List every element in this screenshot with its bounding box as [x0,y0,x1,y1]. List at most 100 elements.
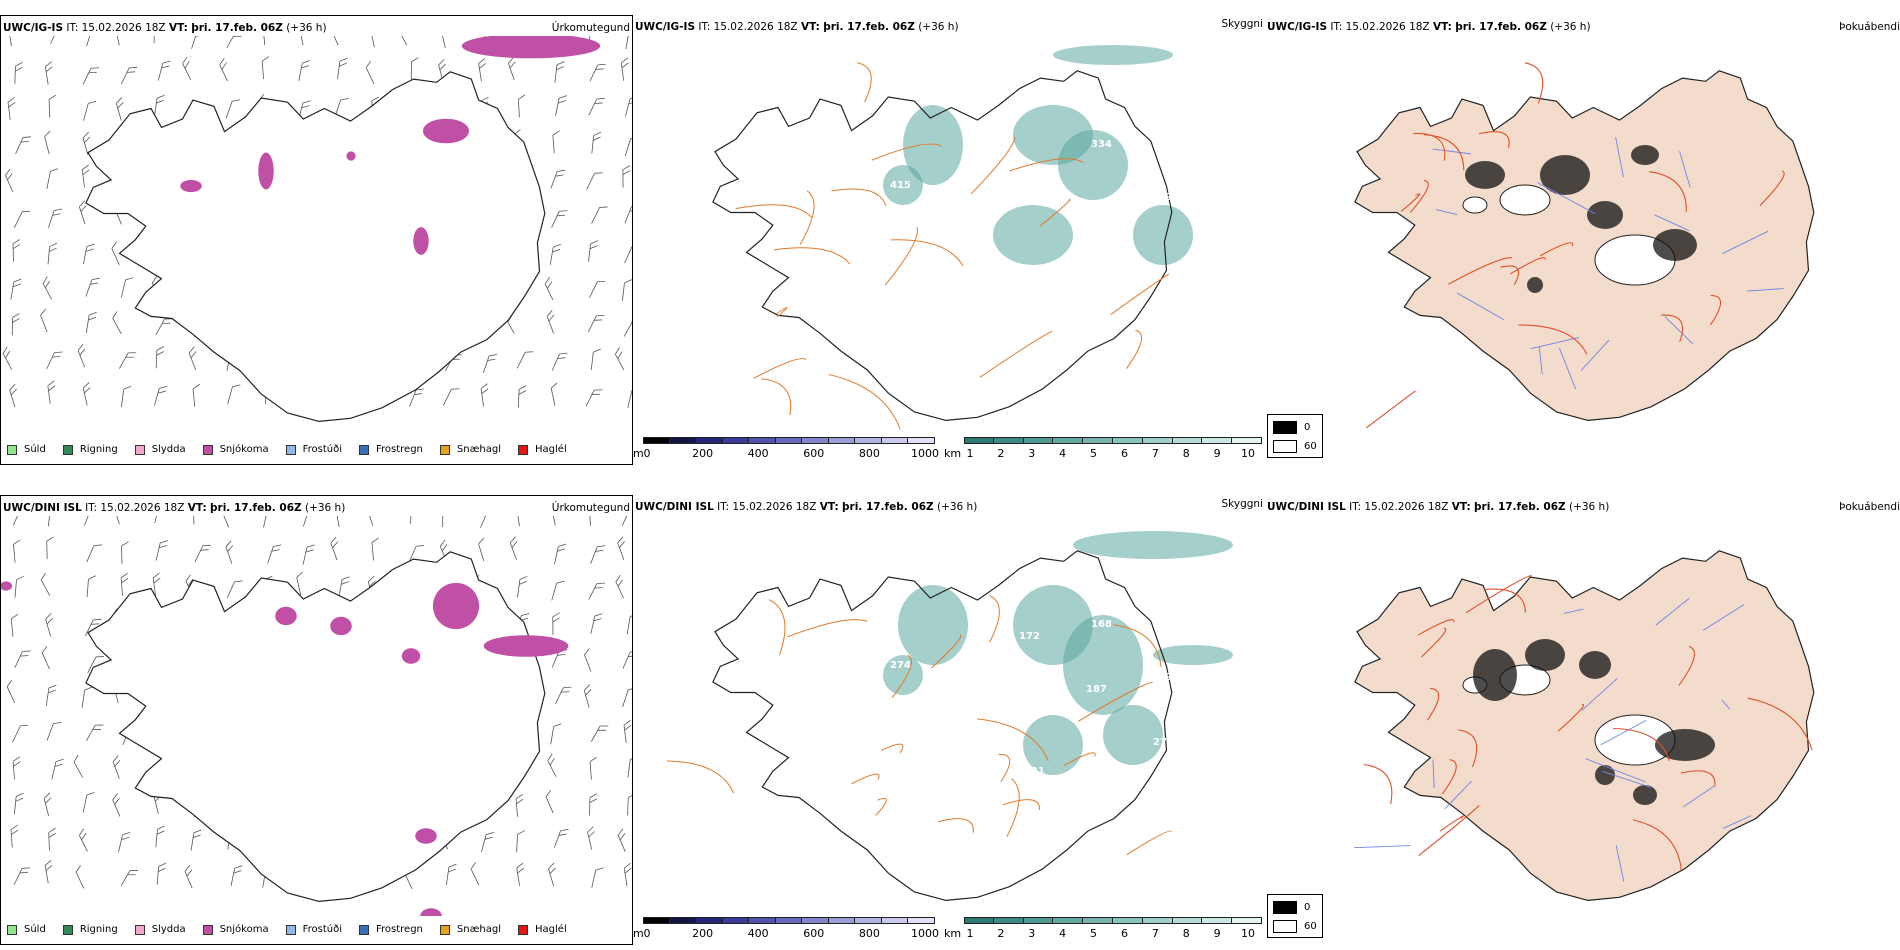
river [1721,699,1731,710]
colorbar-segment [1202,437,1233,444]
fog-area [1587,201,1623,229]
wind-barb [13,539,21,563]
fog-panel-row1: UWC/IG-IS IT: 15.02.2026 18Z VT: þri. 17… [1265,15,1900,465]
wind-barb [75,865,85,889]
wind-barb [261,56,270,80]
colorbar-tick-label: 5 [1090,447,1098,460]
wind-barb [78,200,87,224]
road [1539,242,1574,257]
wind-barb [589,756,597,780]
road [1678,645,1695,686]
river [1722,230,1769,255]
river [1581,678,1618,712]
legend-swatch [134,444,145,455]
road [1400,193,1421,212]
legend-label: Slydda [151,444,186,455]
wind-barb [589,63,606,82]
panel-name: Þokuábendi [1839,501,1900,513]
road [1441,759,1457,795]
fog-key-row2: 0 60 [1267,894,1323,938]
cloud-base-label: 545 [823,607,844,618]
wind-barb [588,516,591,526]
colorbar-segment [1142,437,1173,444]
fog-area [1465,161,1505,189]
wind-barb [588,582,606,600]
colorbar-tick-label: 600 [803,927,825,940]
colorbar-segment [1083,437,1113,444]
wind-barb [296,571,303,596]
wind-barb [188,346,197,370]
wind-barb [397,36,408,46]
legend-swatch [62,444,73,455]
wind-barb [86,575,96,598]
colorbar-tick-label: 7 [1151,447,1159,460]
precip-type-panel-row2: UWC/DINI ISL IT: 15.02.2026 18Z VT: þri.… [0,495,633,945]
colorbar-segment [643,917,670,924]
wind-barb [8,36,12,47]
panel-title: UWC/IG-IS IT: 15.02.2026 18Z VT: þri. 17… [1267,21,1591,33]
legend-item: Frostúði [285,924,342,935]
wind-barb [590,545,606,564]
river [1601,770,1652,788]
wind-barb [410,516,412,524]
road [1465,574,1532,614]
cloud-base-label: 552 [880,790,901,801]
road [891,654,912,698]
legend-item: Frostúði [285,444,342,455]
road [828,374,901,430]
fog-area [1525,639,1565,671]
wind-barb [482,354,498,374]
colorbar-segment [722,917,750,924]
road [1484,588,1526,613]
legend-label: Frostregn [376,444,423,455]
wind-barb [545,789,554,814]
wind-barb [156,862,167,885]
wind-barb [13,867,31,885]
wind-barb [2,346,12,370]
wind-barb [614,347,625,371]
snow-area [461,36,601,59]
wind-barb [6,679,16,704]
road [1421,627,1447,658]
cloud-base-label: 362 [952,298,973,309]
visibility-area [898,585,968,665]
iceland-precip-map [2,36,632,423]
iceland-precip-map [1,516,632,916]
wind-barb [5,168,14,193]
wind-barb [617,828,626,852]
panel-title: UWC/IG-IS IT: 15.02.2026 18Z VT: þri. 17… [635,21,959,33]
colorbar-tick-label: 600 [803,447,825,460]
snow-area [275,606,297,626]
coastline [712,550,1173,902]
wind-barb [119,352,137,369]
wind-barb [40,572,51,596]
wind-barb [549,243,561,265]
wind-barb [194,544,211,563]
road [970,137,1016,195]
coastline [712,70,1173,422]
visibility-area [1023,715,1083,775]
wind-barb [113,516,120,525]
fog-key-low: 0 [1304,422,1311,433]
wind-barb [112,793,121,817]
cloud-base-label: 890 [823,127,844,138]
panel-name: Skyggni [1221,18,1264,30]
snow-area [401,648,421,664]
wind-barb [624,205,632,224]
river [1530,336,1580,350]
road [977,718,1049,762]
wind-barb [508,56,516,81]
wind-barb [48,94,57,118]
colorbar-segment [1023,917,1054,924]
river [1432,148,1471,155]
colorbar-segment [1172,917,1203,924]
cloud-base-label: 172 [1019,631,1040,642]
wind-barb [14,62,23,85]
visibility-colorbar-row1: km 1 2 3 4 5 6 7 8 9 10 [944,437,1264,461]
wind-barb [46,721,62,741]
colorbar-segment [749,917,776,924]
colorbar-tick-label: 4 [1059,927,1067,940]
wind-barb [83,100,97,121]
legend-item: Frostregn [359,924,423,935]
wind-barb [44,61,53,85]
